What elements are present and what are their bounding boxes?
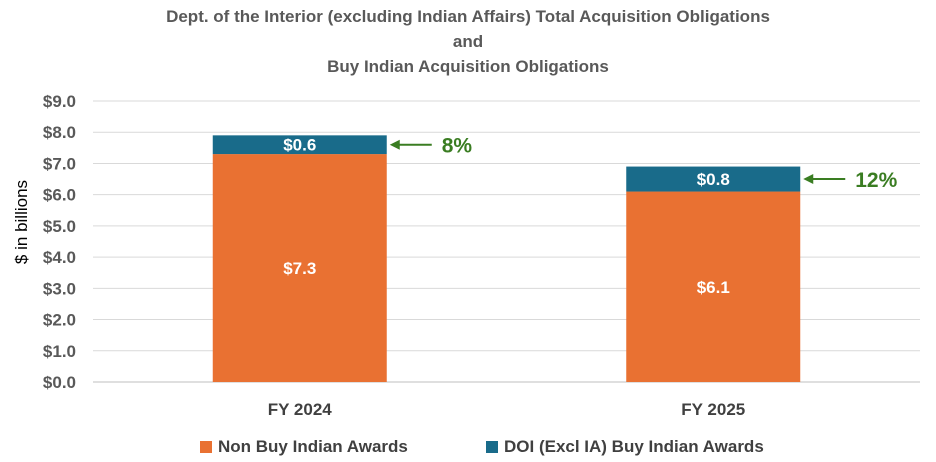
chart-legend: Non Buy Indian Awards DOI (Excl IA) Buy … — [0, 437, 936, 459]
y-tick-label: $5.0 — [43, 217, 76, 236]
y-tick-label: $6.0 — [43, 186, 76, 205]
bar-segment — [626, 166, 801, 192]
legend-label-non-buy-indian: Non Buy Indian Awards — [218, 437, 408, 456]
annotation-arrow-head — [803, 174, 814, 185]
legend-label-buy-indian: DOI (Excl IA) Buy Indian Awards — [504, 437, 764, 456]
bar-segment — [626, 191, 801, 382]
legend-item-buy-indian: DOI (Excl IA) Buy Indian Awards — [486, 437, 764, 457]
annotation-percent-label: 12% — [855, 169, 897, 192]
y-tick-label: $3.0 — [43, 279, 76, 298]
legend-item-non-buy-indian: Non Buy Indian Awards — [200, 437, 408, 457]
legend-swatch-non-buy-indian — [200, 441, 212, 453]
legend-swatch-buy-indian — [486, 441, 498, 453]
chart-title-line-1: Dept. of the Interior (excluding Indian … — [166, 7, 770, 26]
y-tick-label: $0.0 — [43, 373, 76, 392]
bar-segment — [212, 154, 387, 382]
y-tick-label: $8.0 — [43, 123, 76, 142]
bar-segment — [212, 135, 387, 155]
annotation-arrow-head — [389, 139, 400, 150]
chart-title-line-3: Buy Indian Acquisition Obligations — [327, 57, 609, 76]
bar-data-label: $6.1 — [697, 278, 730, 297]
bar-data-label: $0.8 — [697, 170, 730, 189]
y-tick-label: $2.0 — [43, 311, 76, 330]
annotation-percent-label: 8% — [442, 135, 473, 158]
y-tick-label: $7.0 — [43, 154, 76, 173]
x-tick-label: FY 2024 — [268, 400, 333, 419]
bar-data-label: $7.3 — [283, 259, 316, 278]
y-tick-label: $9.0 — [43, 92, 76, 111]
y-tick-label: $4.0 — [43, 248, 76, 267]
y-tick-label: $1.0 — [43, 342, 76, 361]
chart-title-line-2: and — [452, 32, 484, 51]
bar-data-label: $0.6 — [283, 136, 316, 155]
x-tick-label: FY 2025 — [681, 400, 745, 419]
